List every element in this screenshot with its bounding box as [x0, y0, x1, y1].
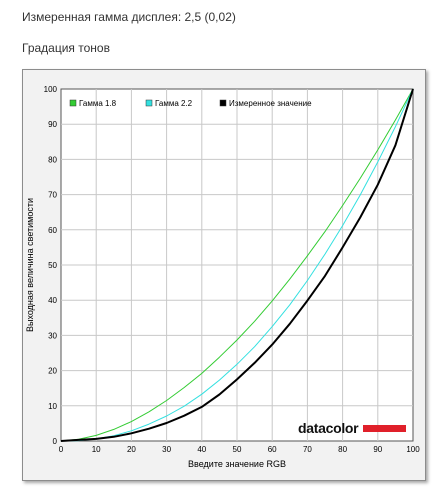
datacolor-logo: datacolor [298, 420, 406, 436]
x-tick-label: 20 [127, 445, 136, 454]
series-line-2 [60, 88, 414, 442]
datacolor-logo-text: datacolor [298, 420, 359, 436]
series-line-3 [60, 88, 414, 442]
x-tick-labels: 0 10 20 30 40 50 60 70 80 90 100 [59, 445, 420, 454]
y-tick-label: 80 [48, 155, 57, 164]
y-tick-labels: 0 10 20 30 40 50 60 70 80 90 100 [44, 85, 58, 446]
legend-label: Гамма 1.8 [79, 99, 117, 108]
y-tick-label: 60 [48, 226, 57, 235]
chart-panel: 0 10 20 30 40 50 60 70 80 90 100 0 10 20 30 40 50 60 70 80… [22, 69, 426, 481]
x-tick-label: 100 [406, 445, 420, 454]
chart-section-title: Градация тонов [22, 41, 110, 55]
datacolor-logo-bar [363, 425, 406, 432]
tone-gradation-chart: 0 10 20 30 40 50 60 70 80 90 100 0 10 20 30 40 50 60 70 80… [25, 85, 420, 469]
y-tick-label: 30 [48, 331, 57, 340]
y-tick-label: 70 [48, 191, 57, 200]
x-tick-label: 10 [92, 445, 101, 454]
y-tick-label: 0 [53, 437, 58, 446]
x-tick-label: 50 [233, 445, 242, 454]
legend-swatch [69, 99, 77, 107]
series-line-1 [60, 88, 414, 442]
legend-swatch [145, 99, 153, 107]
y-tick-label: 90 [48, 120, 57, 129]
grid-lines [61, 89, 413, 441]
page-title: Измеренная гамма дисплея: 2,5 (0,02) [22, 10, 236, 24]
legend-label: Измеренное значение [229, 99, 312, 108]
x-tick-label: 80 [338, 445, 347, 454]
y-tick-label: 10 [48, 402, 57, 411]
y-tick-label: 50 [48, 261, 57, 270]
y-axis-label: Выходная величина светимости [25, 198, 35, 332]
series-lines [60, 88, 414, 442]
x-tick-label: 30 [162, 445, 171, 454]
y-tick-label: 100 [44, 85, 58, 94]
legend-swatch [219, 99, 227, 107]
legend: Гамма 1.8 Гамма 2.2 Измеренное значение [69, 99, 312, 108]
x-tick-label: 0 [59, 445, 64, 454]
legend-label: Гамма 2.2 [155, 99, 193, 108]
y-tick-label: 40 [48, 296, 57, 305]
x-tick-label: 60 [268, 445, 277, 454]
x-tick-label: 90 [373, 445, 382, 454]
y-tick-label: 20 [48, 367, 57, 376]
x-tick-label: 70 [303, 445, 312, 454]
x-tick-label: 40 [197, 445, 206, 454]
x-axis-label: Введите значение RGB [188, 459, 286, 469]
